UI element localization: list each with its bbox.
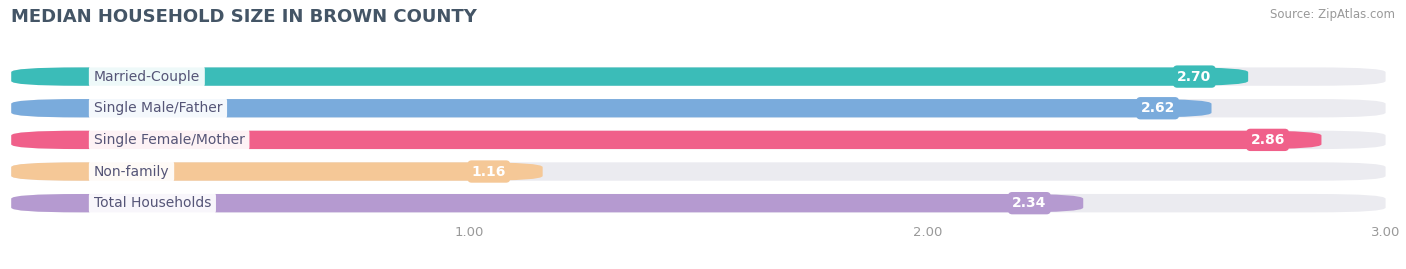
- Text: 2.70: 2.70: [1177, 70, 1212, 84]
- Text: Total Households: Total Households: [94, 196, 211, 210]
- Text: Single Female/Mother: Single Female/Mother: [94, 133, 245, 147]
- Text: 1.16: 1.16: [471, 165, 506, 179]
- Text: Married-Couple: Married-Couple: [94, 70, 200, 84]
- FancyBboxPatch shape: [11, 162, 1385, 181]
- FancyBboxPatch shape: [11, 194, 1083, 212]
- FancyBboxPatch shape: [11, 68, 1249, 86]
- FancyBboxPatch shape: [11, 99, 1212, 117]
- FancyBboxPatch shape: [11, 194, 1385, 212]
- FancyBboxPatch shape: [11, 68, 1385, 86]
- Text: MEDIAN HOUSEHOLD SIZE IN BROWN COUNTY: MEDIAN HOUSEHOLD SIZE IN BROWN COUNTY: [11, 8, 477, 26]
- FancyBboxPatch shape: [11, 99, 1385, 117]
- Text: Source: ZipAtlas.com: Source: ZipAtlas.com: [1270, 8, 1395, 21]
- Text: Single Male/Father: Single Male/Father: [94, 101, 222, 115]
- FancyBboxPatch shape: [11, 131, 1322, 149]
- Text: Non-family: Non-family: [94, 165, 169, 179]
- FancyBboxPatch shape: [11, 162, 543, 181]
- FancyBboxPatch shape: [11, 131, 1385, 149]
- Text: 2.62: 2.62: [1140, 101, 1175, 115]
- Text: 2.34: 2.34: [1012, 196, 1046, 210]
- Text: 2.86: 2.86: [1250, 133, 1285, 147]
